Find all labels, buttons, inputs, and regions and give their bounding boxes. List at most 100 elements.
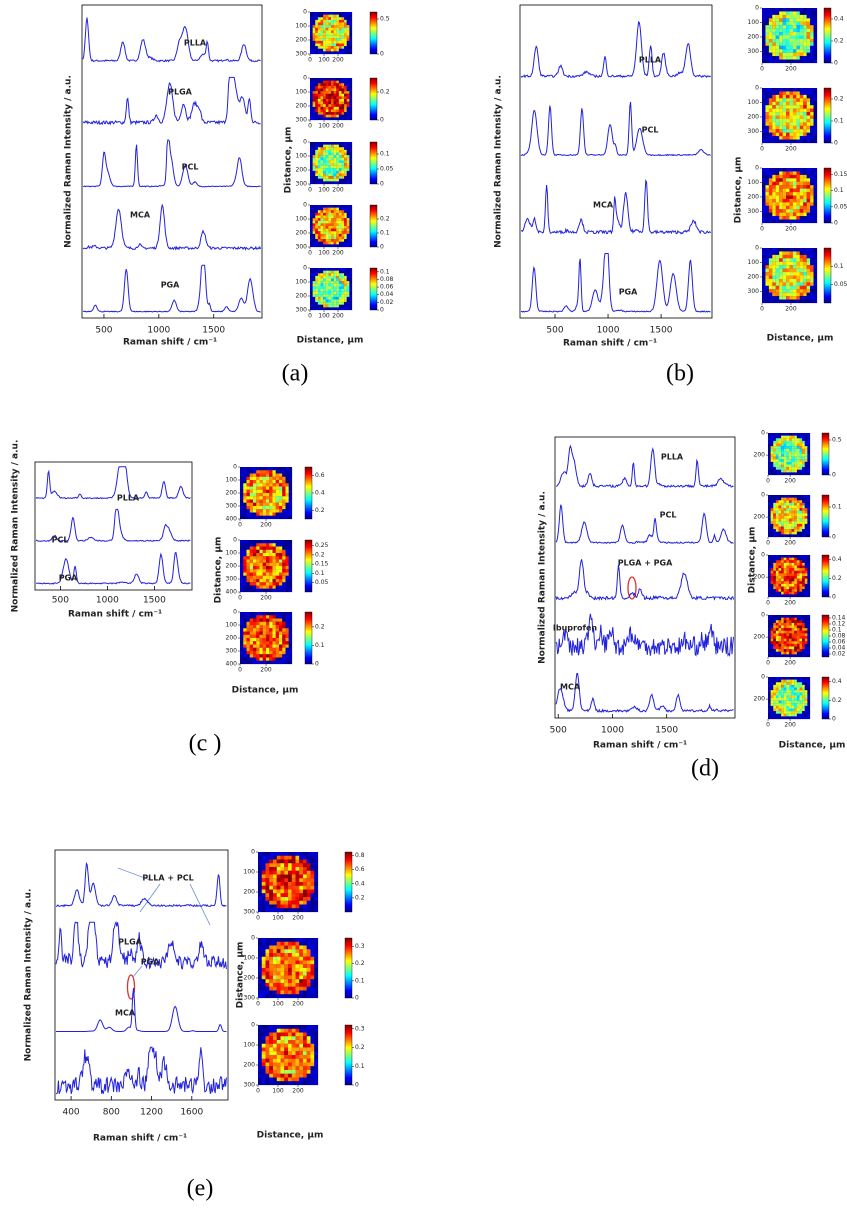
- heatmap-cell: [786, 188, 790, 193]
- heatmap-cell: [768, 59, 773, 64]
- heatmap-cell: [333, 212, 337, 216]
- heatmap-cell: [768, 132, 773, 137]
- heatmap-cell: [807, 643, 811, 647]
- heatmap-cell: [315, 112, 318, 115]
- heatmap-cell: [333, 96, 337, 100]
- map-x-tick-label: 200: [332, 187, 344, 194]
- heatmap-cell: [796, 583, 800, 587]
- heatmap-cell: [315, 299, 318, 303]
- heatmap-cell: [778, 508, 782, 511]
- heatmap-cell: [333, 104, 337, 107]
- heatmap-cell: [240, 651, 244, 655]
- heatmap-cell: [768, 219, 773, 224]
- heatmap-cell: [349, 207, 353, 211]
- heatmap-cell: [770, 565, 774, 569]
- heatmap-cell: [810, 139, 814, 144]
- heatmap-cell: [770, 516, 774, 519]
- heatmap-cell: [344, 205, 347, 208]
- heatmap-cell: [804, 523, 808, 527]
- heatmap-cell: [336, 157, 339, 161]
- heatmap-cell: [285, 579, 289, 583]
- heatmap-cell: [317, 142, 321, 145]
- heatmap-cell: [789, 105, 794, 109]
- heatmap-cell: [272, 582, 276, 586]
- heatmap-cell: [791, 677, 795, 680]
- heatmap-cell: [804, 698, 808, 701]
- heatmap-cell: [338, 239, 342, 242]
- heatmap-cell: [341, 51, 345, 55]
- heatmap-cell: [323, 149, 326, 153]
- heatmap-cell: [344, 273, 347, 276]
- heatmap-cell: [799, 557, 803, 561]
- heatmap-cell: [783, 459, 787, 462]
- heatmap-cell: [789, 440, 792, 444]
- heatmap-cell: [344, 181, 347, 185]
- heatmap-cell: [772, 205, 776, 210]
- heatmap-cell: [806, 216, 811, 220]
- heatmap-cell: [315, 270, 318, 274]
- heatmap-cell: [323, 114, 326, 118]
- heatmap-cell: [802, 578, 805, 582]
- heatmap-cell: [320, 117, 324, 121]
- heatmap-cell: [269, 473, 273, 477]
- heatmap-cell: [791, 505, 795, 509]
- heatmap-cell: [303, 863, 307, 868]
- heatmap-cell: [338, 275, 342, 279]
- heatmap-cell: [349, 299, 353, 303]
- heatmap-cell: [331, 157, 334, 161]
- heatmap-cell: [258, 852, 262, 856]
- heatmap-cell: [789, 646, 792, 650]
- heatmap-cell: [346, 142, 350, 145]
- heatmap-cell: [323, 142, 326, 145]
- map-x-label: Distance, µm: [257, 1131, 324, 1141]
- heatmap-cell: [778, 464, 782, 468]
- colorbar-tick-label: 0.1: [832, 504, 842, 511]
- heatmap-cell: [256, 625, 260, 629]
- heatmap-cell: [772, 185, 776, 189]
- heatmap-cell: [789, 620, 792, 623]
- heatmap-cell: [775, 292, 780, 297]
- heatmap-cell: [333, 296, 337, 300]
- heatmap-cell: [253, 556, 257, 560]
- heatmap-cell: [310, 33, 313, 36]
- heatmap-cell: [794, 469, 797, 473]
- heatmap-cell: [783, 448, 787, 452]
- map-x-tick-label: 0: [760, 306, 764, 313]
- heatmap-cell: [775, 633, 779, 637]
- heatmap-cell: [799, 18, 804, 22]
- heatmap-cell: [325, 307, 329, 311]
- heatmap-cell: [786, 581, 790, 584]
- heatmap-cell: [770, 633, 774, 637]
- heatmap-cell: [349, 268, 353, 271]
- heatmap-cell: [344, 241, 347, 245]
- colorbar-tick-label: 0.04: [380, 291, 394, 298]
- heatmap-cell: [782, 265, 787, 269]
- map-x-tick-label: 200: [260, 522, 272, 529]
- heatmap-cell: [325, 30, 329, 34]
- heatmap-cell: [272, 615, 276, 619]
- heatmap-cell: [315, 12, 318, 15]
- heatmap-cell: [315, 273, 318, 276]
- heatmap-cell: [285, 569, 289, 573]
- heatmap-cell: [333, 22, 337, 26]
- heatmap-cell: [346, 19, 350, 23]
- heatmap-cell: [789, 38, 794, 43]
- heatmap-cell: [762, 35, 766, 40]
- map-y-tick-label: 300: [226, 576, 238, 583]
- heatmap-cell: [317, 85, 321, 89]
- heatmap-cell: [315, 157, 318, 161]
- heatmap-cell: [262, 569, 267, 573]
- heatmap-cell: [783, 565, 787, 569]
- heatmap-cell: [269, 625, 273, 629]
- heatmap-cell: [328, 33, 332, 36]
- heatmap-cell: [249, 621, 254, 626]
- heatmap-cell: [285, 628, 289, 632]
- heatmap-cell: [781, 568, 784, 571]
- heatmap-cell: [782, 122, 787, 126]
- heatmap-cell: [315, 228, 318, 232]
- heatmap-cell: [773, 513, 776, 517]
- heatmap-cell: [765, 212, 769, 217]
- heatmap-cell: [794, 438, 797, 441]
- heatmap-cell: [285, 618, 289, 622]
- heatmap-cell: [782, 209, 787, 213]
